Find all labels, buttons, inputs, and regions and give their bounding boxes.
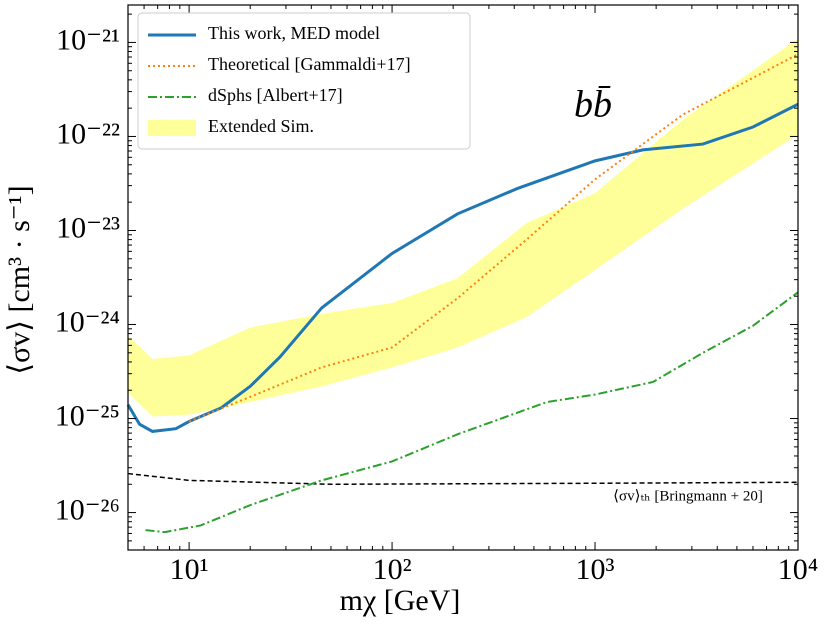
legend-label: dSphs [Albert+17] [208, 85, 343, 105]
legend-swatch [148, 120, 196, 136]
channel-annotation: bb̄ [574, 84, 612, 126]
legend-label: This work, MED model [208, 23, 380, 43]
x-axis-label: mχ [GeV] [340, 584, 461, 617]
y-axis-label: ⟨σv⟩ [cm³ · s⁻¹] [3, 185, 36, 374]
y-tick-label: 10⁻²⁶ [55, 493, 120, 526]
y-tick-label: 10⁻²¹ [56, 23, 120, 56]
y-tick-label: 10⁻²⁴ [55, 305, 120, 338]
threshold-annotation: ⟨σv⟩ₜₕ [Bringmann + 20] [613, 488, 763, 504]
x-tick-label: 10⁴ [778, 553, 818, 586]
x-tick-label: 10² [373, 553, 412, 586]
legend-label: Extended Sim. [208, 116, 314, 136]
y-tick-label: 10⁻²⁵ [55, 399, 120, 432]
legend-label: Theoretical [Gammaldi+17] [208, 54, 411, 74]
threshold-line [127, 472, 799, 486]
band [128, 38, 798, 417]
series-line [126, 102, 799, 433]
legend-box [137, 12, 471, 150]
y-tick-label: 10⁻²² [56, 117, 120, 150]
y-tick-label: 10⁻²³ [56, 211, 120, 244]
x-tick-label: 10³ [576, 553, 615, 586]
series-line [188, 53, 799, 423]
series-line [145, 291, 799, 534]
axes-frame [127, 4, 799, 551]
x-tick-label: 10¹ [170, 553, 209, 586]
